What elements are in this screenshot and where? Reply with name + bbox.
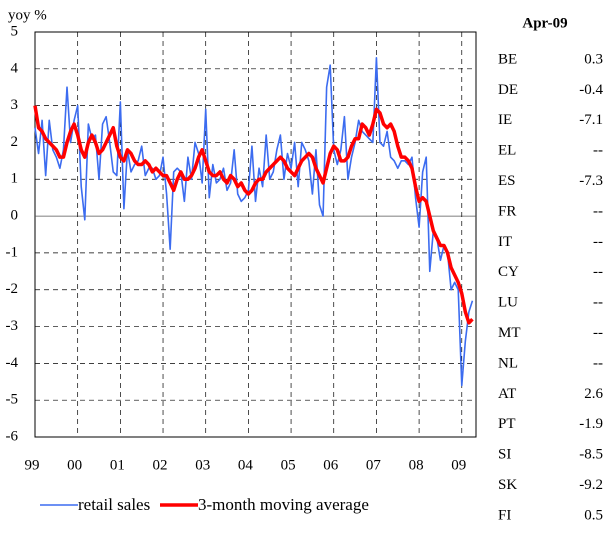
table-country: FR [498,203,516,219]
x-tick-label: 05 [281,457,296,473]
table-country: FI [498,507,511,523]
table-country: ES [498,173,516,189]
y-tick-label: -4 [6,355,19,371]
table-value: -0.4 [579,82,603,98]
table-country: LU [498,295,518,311]
y-tick-label: -2 [6,281,19,297]
table-country: MT [498,325,521,341]
table-country: SI [498,447,511,463]
table-header: Apr-09 [522,15,567,31]
table-value: -- [593,143,603,159]
table-country: PT [498,416,516,432]
table-value: -- [593,234,603,250]
table-value: 2.6 [584,386,603,402]
table-value: -8.5 [579,447,603,463]
y-tick-label: 3 [11,97,19,113]
table-country: IE [498,112,512,128]
x-tick-label: 08 [409,457,424,473]
y-tick-label: -5 [6,392,19,408]
x-tick-label: 04 [238,457,254,473]
table-value: -7.3 [579,173,603,189]
table-value: 0.3 [584,51,603,67]
series-line [33,105,474,325]
x-tick-label: 00 [67,457,82,473]
table-country: BE [498,51,517,67]
y-tick-label: -3 [6,318,19,334]
table-value: -- [593,325,603,341]
plot-frame [34,31,477,438]
table-value: -1.9 [579,416,603,432]
series-line [34,56,474,387]
legend-label: retail sales [78,495,150,514]
y-tick-label: 1 [11,171,19,187]
table-value: -7.1 [579,112,603,128]
table-country: CY [498,264,519,280]
x-tick-label: 02 [153,457,168,473]
y-tick-label: 0 [11,208,19,224]
table-country: AT [498,386,516,402]
y-axis-label: yoy % [8,7,47,23]
table-value: -- [593,295,603,311]
x-tick-label: 99 [25,457,40,473]
x-tick-label: 03 [195,457,210,473]
y-tick-label: 5 [11,23,19,39]
table-value: -- [593,264,603,280]
table-country: IT [498,234,512,250]
y-tick-label: -6 [6,428,19,444]
table-country: NL [498,355,518,371]
x-tick-label: 07 [366,457,382,473]
table-country: EL [498,143,516,159]
table-country: SK [498,477,517,493]
table-value: -- [593,203,603,219]
y-tick-label: -1 [6,244,19,260]
x-tick-label: 06 [323,457,339,473]
y-tick-label: 2 [11,134,19,150]
table-value: -9.2 [579,477,603,493]
y-tick-label: 4 [11,60,19,76]
table-country: DE [498,82,518,98]
legend-label: 3-month moving average [198,495,369,514]
table-value: 0.5 [584,507,603,523]
x-tick-label: 09 [451,457,466,473]
x-tick-label: 01 [110,457,125,473]
table-value: -- [593,355,603,371]
